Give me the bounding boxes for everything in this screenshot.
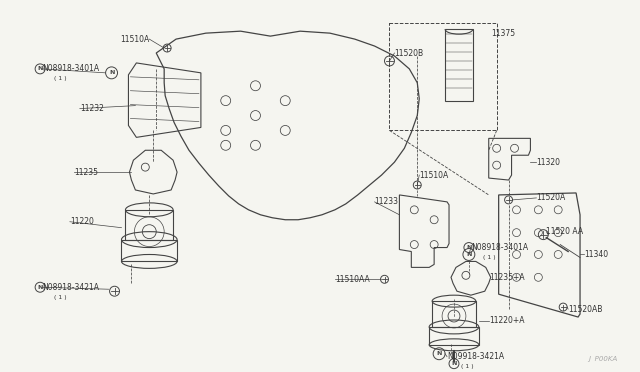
Text: 11220: 11220 — [70, 217, 93, 226]
Text: N: N — [466, 252, 472, 257]
Bar — [445, 29, 473, 101]
Text: 11510A: 11510A — [120, 35, 149, 44]
Bar — [122, 240, 177, 262]
Text: 11232: 11232 — [80, 104, 104, 113]
Bar — [432, 301, 476, 327]
Text: 11520B: 11520B — [394, 48, 424, 58]
Text: ( 1 ): ( 1 ) — [483, 255, 495, 260]
Text: N: N — [436, 351, 442, 356]
Text: 11510A: 11510A — [419, 171, 449, 180]
Text: N08918-3401A: N08918-3401A — [42, 64, 99, 73]
Text: 11320: 11320 — [536, 158, 561, 167]
Text: N: N — [466, 245, 472, 250]
Text: 11340: 11340 — [584, 250, 608, 259]
Text: ( 1 ): ( 1 ) — [54, 295, 67, 300]
Bar — [125, 210, 173, 240]
Text: N: N — [37, 285, 43, 290]
Text: N08918-3421A: N08918-3421A — [42, 283, 99, 292]
Bar — [390, 23, 497, 131]
Text: 11235+A: 11235+A — [489, 273, 524, 282]
Text: N08918-3401A: N08918-3401A — [471, 243, 528, 252]
Text: 11520 AA: 11520 AA — [547, 227, 584, 236]
Text: 11220+A: 11220+A — [489, 317, 524, 326]
Bar — [429, 327, 479, 345]
Text: 11235: 11235 — [74, 168, 98, 177]
Text: N: N — [109, 70, 115, 76]
Text: ( 1 ): ( 1 ) — [54, 76, 67, 81]
Text: N09918-3421A: N09918-3421A — [447, 352, 504, 361]
Text: 11510AA: 11510AA — [335, 275, 370, 284]
Text: 11233: 11233 — [374, 198, 399, 206]
Text: ( 1 ): ( 1 ) — [461, 364, 474, 369]
Text: N: N — [451, 361, 457, 366]
Text: N: N — [37, 66, 43, 71]
Text: 11375: 11375 — [491, 29, 515, 38]
Text: 11520AB: 11520AB — [568, 305, 602, 314]
Text: J  P00KA: J P00KA — [588, 356, 617, 362]
Text: 11520A: 11520A — [536, 193, 566, 202]
